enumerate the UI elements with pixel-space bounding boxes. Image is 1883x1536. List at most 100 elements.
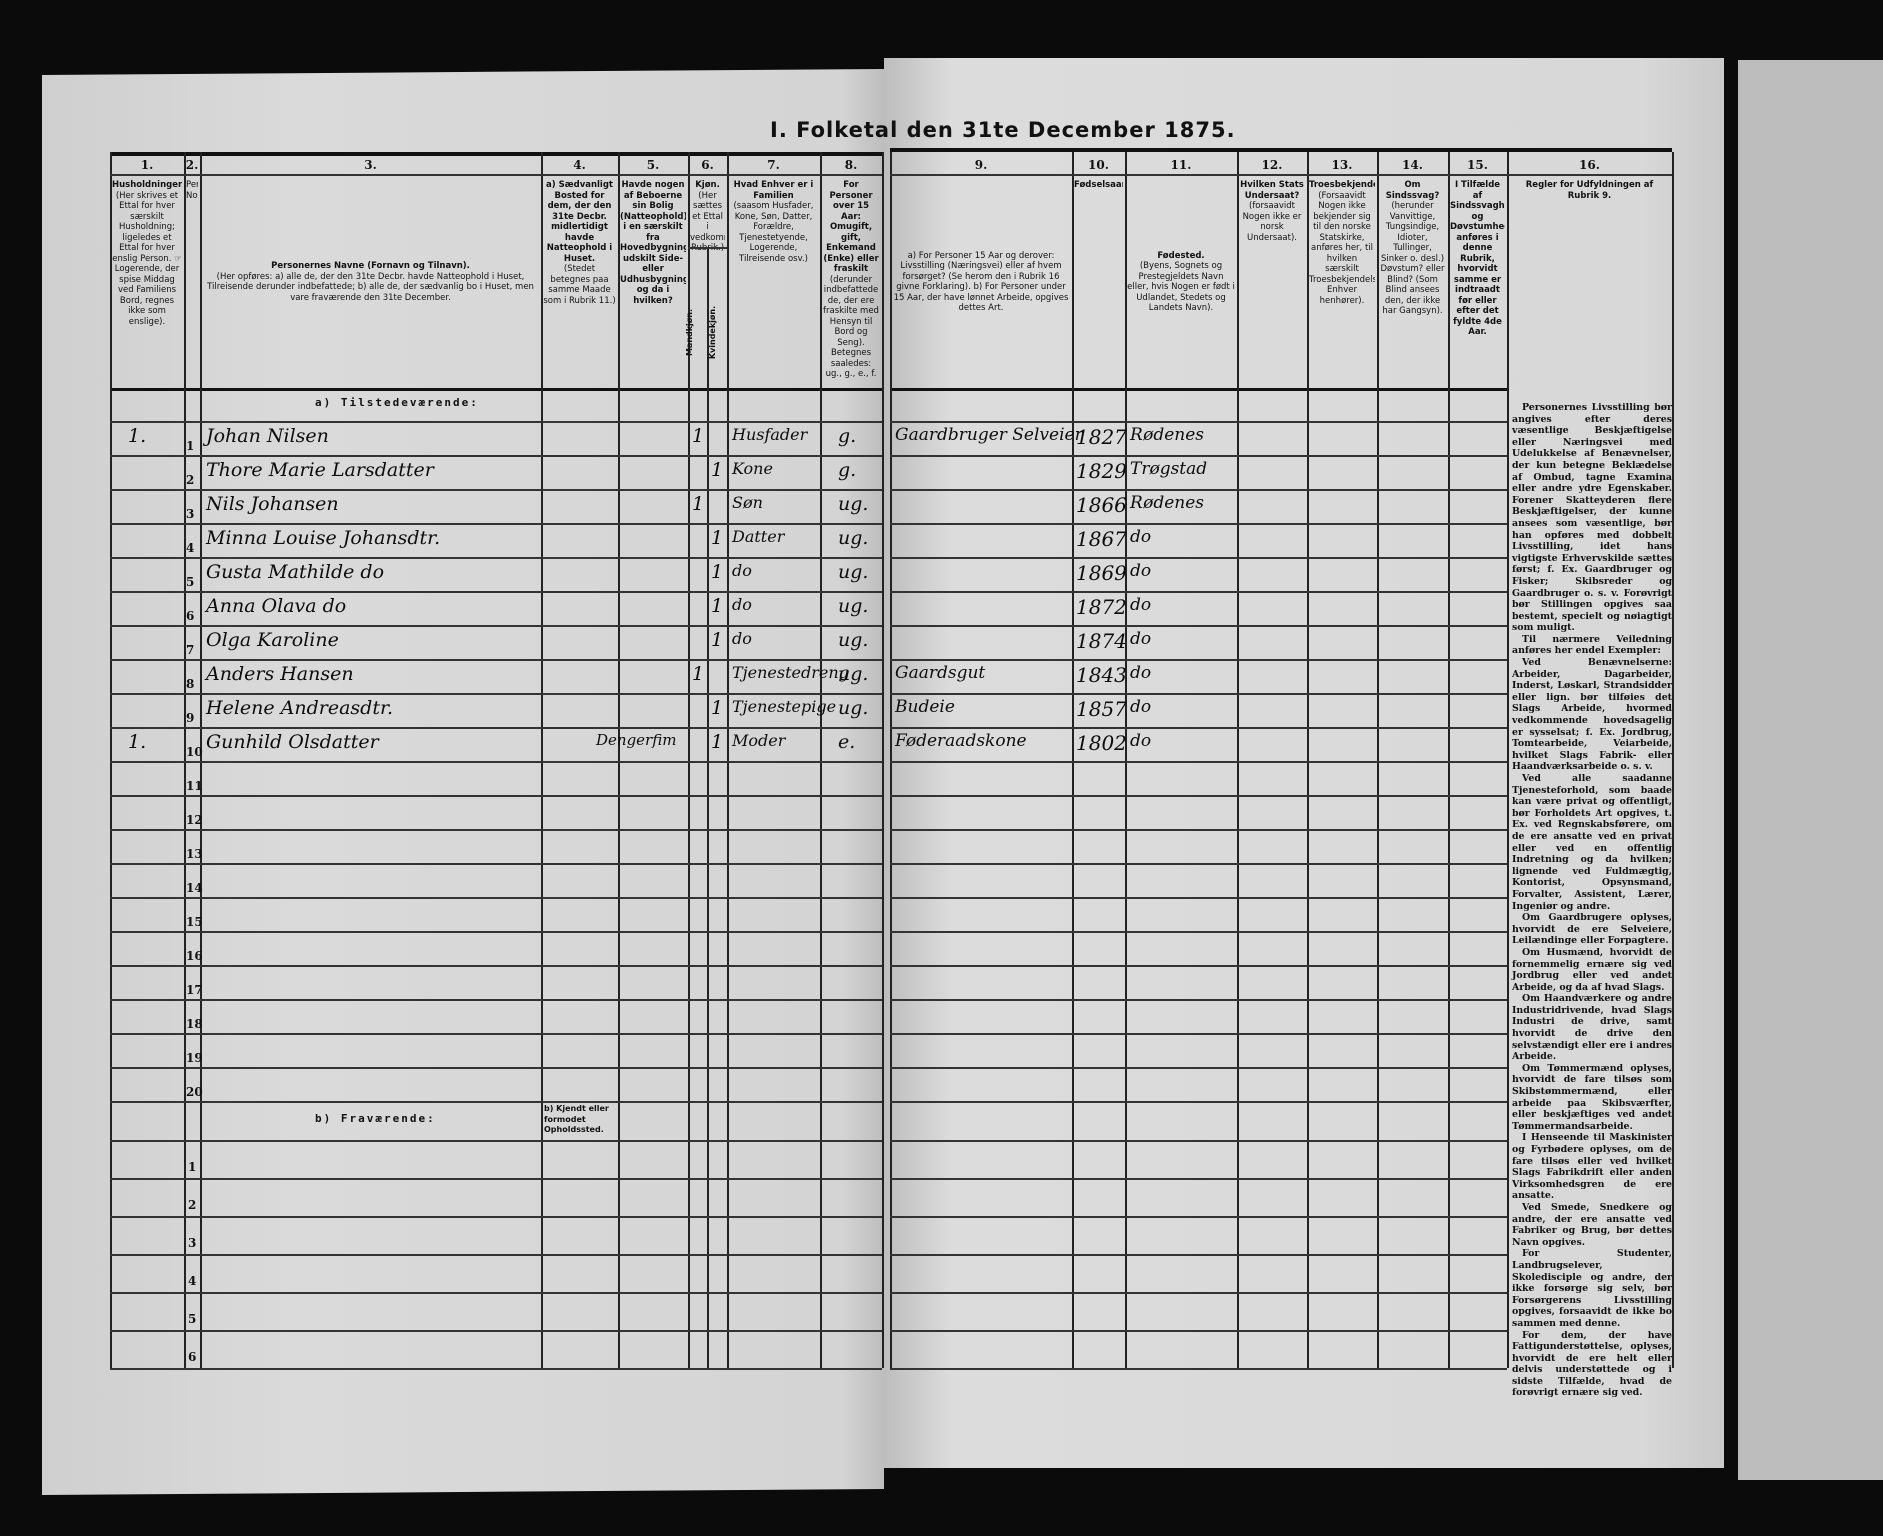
row-rule [890,1067,1507,1069]
row-rule [890,863,1507,865]
row-rule [890,489,1507,491]
person-name: Helene Andreasdtr. [206,697,394,719]
column-number-right-1: 10. [1088,158,1109,172]
row-rule [110,591,882,593]
column-divider [1237,152,1239,1368]
column-number-left-0: 1. [140,158,154,172]
person-birth-year: 1843 [1076,663,1127,687]
column-header-left-4: Havde nogen af Beboerne sin Bolig (Natte… [620,180,686,384]
row-number: 12 [186,813,203,827]
person-birthplace: Rødenes [1130,425,1205,445]
column-header-note: (Stedet betegnes paa samme Maade som i R… [543,264,616,306]
column-number-right-2: 11. [1170,158,1192,172]
page-title: I. Folketal den 31te December 1875. [770,118,1236,142]
rule-paragraph: Om Haandværkere og andre Industridrivend… [1512,993,1672,1063]
row-rule [890,761,1507,763]
column-header-right-4: Troesbekjendelse.(Forsaavidt Nogen ikke … [1309,180,1375,384]
column-divider [882,152,884,1368]
row-rule [110,999,882,1001]
person-female: 1 [711,527,724,549]
person-name: Gusta Mathilde do [206,561,385,583]
column-number-left-7: 8. [844,158,858,172]
row-rule [890,931,1507,933]
person-female: 1 [711,561,724,583]
column-divider [1672,152,1674,1368]
rule-paragraph: For Studenter, Landbrugselever, Skoledis… [1512,1248,1672,1329]
row-rule [890,1033,1507,1035]
column-header-note: a) For Personer 15 Aar og derover: Livss… [893,250,1069,314]
person-birth-year: 1867 [1076,527,1127,551]
column-divider [820,152,822,1368]
column-number-left-6: 7. [767,158,780,172]
person-male: 1 [692,663,705,685]
absent-col4-label: b) Kjendt eller formodet Opholdssted. [544,1104,609,1134]
person-birthplace: do [1130,527,1152,547]
person-family-role: Husfader [732,425,808,444]
person-household: 1. [128,425,147,447]
person-family-role: do [732,561,752,580]
column-number-right-0: 9. [974,158,988,172]
person-female: 1 [711,629,724,651]
absent-row-number: 3 [188,1236,197,1250]
row-rule [890,693,1507,695]
column-divider [707,247,709,1368]
person-marital: g. [838,425,857,447]
row-number: 20 [186,1085,203,1099]
person-family-role: Kone [732,459,773,478]
person-marital: ug. [838,629,869,651]
person-name: Minna Louise Johansdtr. [206,527,441,549]
person-family-role: Tjenestepige [732,697,837,716]
person-marital: ug. [838,561,869,583]
column-header-note: (herunder Vanvittige, Tungsindige, Idiot… [1380,201,1445,316]
column-header-left-2: Personernes Navne (Fornavn og Tilnavn).(… [202,180,539,384]
person-marital: g. [838,459,857,481]
column-divider [110,152,112,1368]
row-rule [110,455,882,457]
column-divider [1377,152,1379,1368]
colnum-rule-left [110,174,882,176]
column-divider [890,152,892,1368]
column-number-right-5: 14. [1402,158,1423,172]
person-birthplace: do [1130,663,1152,683]
row-number: 8 [186,677,195,691]
column-header-note: (Her opføres: a) alle de, der den 31te D… [207,271,534,303]
row-rule [890,659,1507,661]
person-marital: ug. [838,493,869,515]
row-rule [110,727,882,729]
row-rule [890,421,1507,423]
row-rule [890,1368,1507,1370]
absent-row-number: 2 [188,1198,197,1212]
person-male: 1 [692,425,705,447]
column-header-title: I Tilfælde af Sindssvaghed og Døvstumhed… [1450,180,1505,337]
person-name: Anna Olava do [206,595,347,617]
column-header-title: Fødselsaar. [1074,180,1123,190]
column-divider [1072,152,1074,1368]
person-female: 1 [711,595,724,617]
rule-paragraph: For dem, der have Fattigunderstøttelse, … [1512,1329,1672,1399]
column-header-right-6: I Tilfælde af Sindssvaghed og Døvstumhed… [1450,180,1505,384]
row-rule [110,1330,882,1332]
person-birth-year: 1857 [1076,697,1127,721]
rule-paragraph: Personernes Livsstilling bør angives eft… [1512,402,1672,634]
absent-row-number: 5 [188,1312,197,1326]
column-header-right-2: Fødested. (Byens, Sognets og Prestegjelde… [1127,180,1235,384]
row-rule [890,727,1507,729]
column-header-note: (Forsaavidt Nogen ikke bekjender sig til… [1309,190,1375,306]
row-number: 4 [186,541,195,555]
person-birthplace: Rødenes [1130,493,1205,513]
column-header-title: Hvilken Stats Undersaat? [1240,180,1304,201]
person-birthplace: do [1130,561,1152,581]
header-rule-right [890,148,1672,152]
rule-paragraph: Om Tømmermænd oplyses, hvorvidt de fare … [1512,1062,1672,1132]
column-header-title: Fødested. [1157,250,1205,261]
column-header-note: Personernes No. [186,180,198,201]
column-divider [1507,152,1509,1368]
row-number: 5 [186,575,195,589]
row-rule [890,999,1507,1001]
person-family-role: Tjenestedreng [732,663,849,682]
column-divider [200,152,202,1368]
person-female: 1 [711,459,724,481]
row-number: 6 [186,609,195,623]
column-header-right-5: Om Sindssvag? (herunder Vanvittige, Tungs… [1379,180,1446,384]
row-rule [890,795,1507,797]
